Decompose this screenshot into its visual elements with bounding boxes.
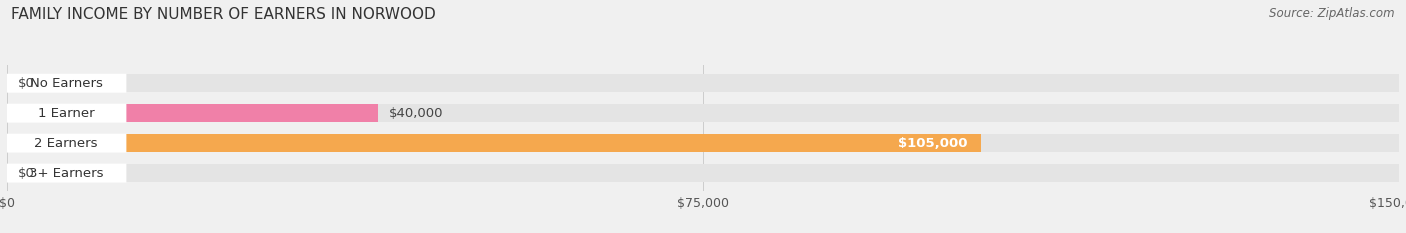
- FancyBboxPatch shape: [7, 105, 125, 122]
- Text: 1 Earner: 1 Earner: [38, 107, 94, 120]
- Text: $0: $0: [18, 167, 35, 180]
- Bar: [7, 74, 1399, 92]
- Bar: [7, 134, 981, 152]
- FancyBboxPatch shape: [7, 135, 125, 151]
- Bar: [7, 104, 1399, 122]
- Bar: [7, 134, 1399, 152]
- FancyBboxPatch shape: [7, 165, 125, 182]
- Text: 3+ Earners: 3+ Earners: [30, 167, 104, 180]
- Bar: [7, 104, 378, 122]
- Text: $0: $0: [18, 77, 35, 90]
- Text: No Earners: No Earners: [30, 77, 103, 90]
- Text: $105,000: $105,000: [898, 137, 967, 150]
- Text: Source: ZipAtlas.com: Source: ZipAtlas.com: [1270, 7, 1395, 20]
- FancyBboxPatch shape: [7, 75, 125, 92]
- Bar: [7, 164, 1399, 182]
- Text: FAMILY INCOME BY NUMBER OF EARNERS IN NORWOOD: FAMILY INCOME BY NUMBER OF EARNERS IN NO…: [11, 7, 436, 22]
- Text: $40,000: $40,000: [389, 107, 444, 120]
- Text: 2 Earners: 2 Earners: [34, 137, 98, 150]
